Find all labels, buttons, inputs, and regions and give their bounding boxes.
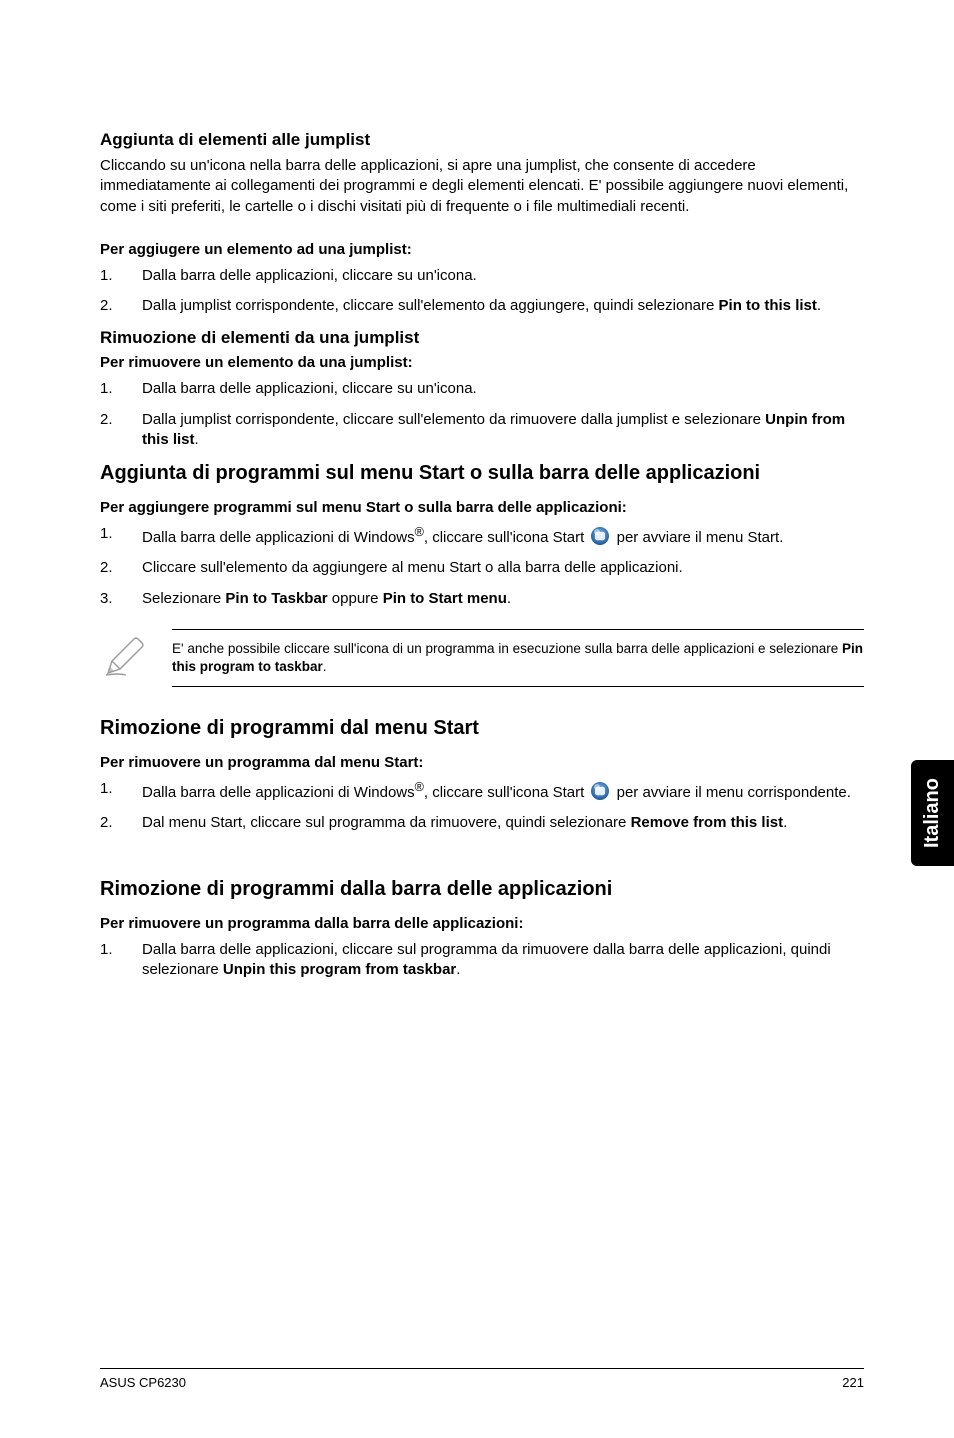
step-text: Selezionare [142, 590, 225, 607]
step-text: Dalla barra delle applicazioni di Window… [142, 784, 415, 801]
step-text: Cliccare sull'elemento da aggiungere al … [142, 559, 683, 576]
step-bold: Unpin this program from taskbar [223, 961, 456, 978]
section1-steps: Dalla barra delle applicazioni, cliccare… [100, 266, 864, 317]
step-text: Dalla jumplist corrispondente, cliccare … [142, 411, 765, 428]
step-text: Dalla jumplist corrispondente, cliccare … [142, 297, 719, 314]
step-text: , cliccare sull'icona Start [424, 784, 589, 801]
list-item: Dal menu Start, cliccare sul programma d… [100, 813, 864, 833]
page-footer: ASUS CP6230 221 [100, 1368, 864, 1390]
step-text: . [783, 814, 787, 831]
step-text: . [456, 961, 460, 978]
step-bold: Remove from this list [631, 814, 784, 831]
note-box: E' anche possibile cliccare sull'icona d… [100, 629, 864, 687]
step-text: , cliccare sull'icona Start [424, 529, 589, 546]
list-item: Dalla barra delle applicazioni, cliccare… [100, 379, 864, 399]
section3-heading: Aggiunta di programmi sul menu Start o s… [100, 462, 864, 485]
step-text: Dalla barra delle applicazioni, cliccare… [142, 267, 477, 284]
list-item: Dalla jumplist corrispondente, cliccare … [100, 410, 864, 451]
windows-start-icon [590, 781, 610, 801]
section4-steps: Dalla barra delle applicazioni di Window… [100, 779, 864, 834]
section5-heading: Rimozione di programmi dalla barra delle… [100, 878, 864, 901]
list-item: Dalla barra delle applicazioni di Window… [100, 779, 864, 803]
pencil-icon [100, 629, 148, 686]
note-text: E' anche possibile cliccare sull'icona d… [172, 641, 842, 656]
step-text: oppure [328, 590, 383, 607]
note-content: E' anche possibile cliccare sull'icona d… [172, 629, 864, 687]
list-item: Dalla barra delle applicazioni, cliccare… [100, 266, 864, 286]
list-item: Selezionare Pin to Taskbar oppure Pin to… [100, 589, 864, 609]
section2-sub: Per rimuovere un elemento da una jumplis… [100, 354, 864, 371]
step-text: Dalla barra delle applicazioni di Window… [142, 529, 415, 546]
step-text: Dal menu Start, cliccare sul programma d… [142, 814, 631, 831]
step-text: per avviare il menu corrispondente. [612, 784, 850, 801]
list-item: Dalla jumplist corrispondente, cliccare … [100, 296, 864, 316]
step-text: . [817, 297, 821, 314]
section1-sub: Per aggiugere un elemento ad una jumplis… [100, 241, 864, 258]
section3-sub: Per aggiungere programmi sul menu Start … [100, 499, 864, 516]
step-text: Dalla barra delle applicazioni, cliccare… [142, 380, 477, 397]
section2-steps: Dalla barra delle applicazioni, cliccare… [100, 379, 864, 450]
section1-heading: Aggiunta di elementi alle jumplist [100, 130, 864, 150]
list-item: Dalla barra delle applicazioni, cliccare… [100, 940, 864, 981]
section5-steps: Dalla barra delle applicazioni, cliccare… [100, 940, 864, 981]
section4-heading: Rimozione di programmi dal menu Start [100, 717, 864, 740]
section2-heading: Rimuozione di elementi da una jumplist [100, 328, 864, 348]
step-bold: Pin to Taskbar [225, 590, 327, 607]
section1-intro: Cliccando su un'icona nella barra delle … [100, 156, 864, 217]
section3-steps: Dalla barra delle applicazioni di Window… [100, 524, 864, 609]
section5-sub: Per rimuovere un programma dalla barra d… [100, 915, 864, 932]
step-text: . [195, 431, 199, 448]
note-text: . [323, 659, 327, 674]
step-text: per avviare il menu Start. [612, 529, 783, 546]
registered-mark: ® [415, 780, 424, 794]
step-bold: Pin to Start menu [383, 590, 507, 607]
windows-start-icon [590, 526, 610, 546]
section4-sub: Per rimuovere un programma dal menu Star… [100, 754, 864, 771]
footer-right: 221 [842, 1375, 864, 1390]
step-text: . [507, 590, 511, 607]
footer-left: ASUS CP6230 [100, 1375, 186, 1390]
registered-mark: ® [415, 525, 424, 539]
step-bold: Pin to this list [719, 297, 817, 314]
list-item: Dalla barra delle applicazioni di Window… [100, 524, 864, 548]
list-item: Cliccare sull'elemento da aggiungere al … [100, 558, 864, 578]
page-content: Aggiunta di elementi alle jumplist Clicc… [0, 0, 954, 1042]
